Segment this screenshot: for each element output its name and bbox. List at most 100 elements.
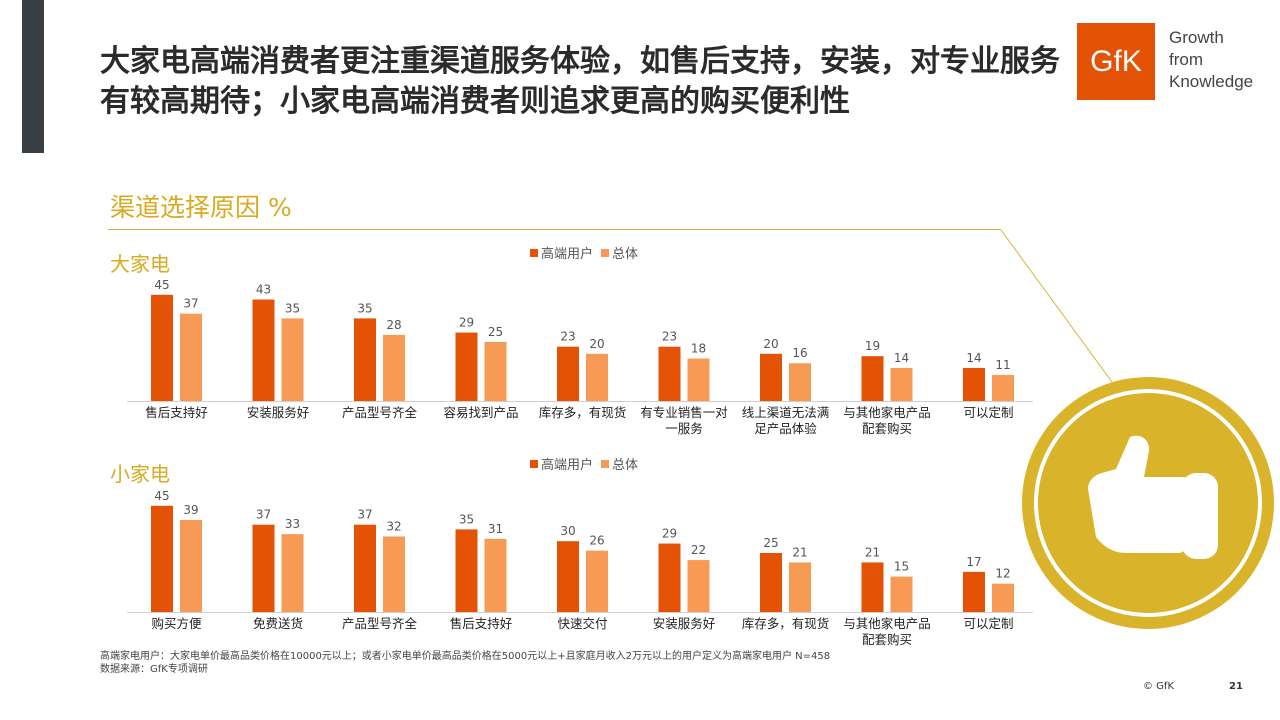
data-label: 25 <box>488 325 503 339</box>
data-label: 14 <box>966 351 981 365</box>
category-label: 安装服务好 <box>247 405 310 420</box>
section-divider <box>108 229 1001 230</box>
gfk-logo: GfK <box>1077 23 1155 100</box>
category-label: 可以定制 <box>963 616 1013 631</box>
legend-item-premium: 高端用户 <box>530 454 593 473</box>
category-label: 安装服务好 <box>653 616 716 631</box>
data-label: 29 <box>662 527 677 541</box>
bar-premium-1 <box>252 299 275 401</box>
bar-premium-8 <box>963 367 985 401</box>
bar-overall-1 <box>281 534 304 612</box>
legend-large-appliance: 高端用户 总体 <box>530 243 646 262</box>
data-label: 28 <box>386 318 401 332</box>
data-label: 37 <box>357 508 372 522</box>
slide-title: 大家电高端消费者更注重渠道服务体验，如售后支持，安装，对专业服务有较高期待；小家… <box>100 44 1060 119</box>
bar-overall-7 <box>890 576 913 612</box>
category-label: 线上渠道无法满 <box>742 405 830 420</box>
bar-overall-4 <box>586 353 608 401</box>
category-label: 产品型号齐全 <box>342 405 418 420</box>
category-label: 配套购买 <box>862 632 912 647</box>
bar-overall-6 <box>789 562 811 612</box>
bar-overall-4 <box>586 550 608 612</box>
data-label: 31 <box>488 522 503 536</box>
copyright: © GfK <box>1143 681 1175 692</box>
thumbs-up-badge <box>1022 377 1274 629</box>
gfk-tagline: Growth from Knowledge <box>1169 27 1274 93</box>
data-label: 22 <box>691 543 706 557</box>
bar-overall-6 <box>789 363 811 401</box>
bar-overall-2 <box>383 334 405 401</box>
data-label: 39 <box>183 503 198 517</box>
data-label: 11 <box>995 358 1010 372</box>
bar-premium-5 <box>658 543 681 612</box>
legend-swatch-overall <box>601 459 610 468</box>
bar-overall-1 <box>281 318 304 401</box>
tagline-line-3: Knowledge <box>1169 72 1254 91</box>
bar-premium-0 <box>151 505 173 612</box>
bar-premium-6 <box>760 553 782 612</box>
bar-overall-5 <box>687 358 710 401</box>
category-label: 有专业销售一对 <box>640 405 728 420</box>
legend-item-premium: 高端用户 <box>530 243 593 262</box>
bar-premium-5 <box>658 346 681 401</box>
category-label: 库存多，有现货 <box>742 616 830 631</box>
bar-premium-7 <box>861 562 884 612</box>
data-label: 33 <box>285 517 300 531</box>
bar-overall-0 <box>180 519 202 612</box>
category-label: 快速交付 <box>557 616 607 631</box>
category-label: 售后支持好 <box>450 616 513 631</box>
category-label: 免费送货 <box>253 616 303 631</box>
bar-overall-2 <box>383 536 405 612</box>
data-label: 26 <box>589 534 604 548</box>
data-label: 19 <box>865 339 880 353</box>
data-label: 21 <box>865 545 880 559</box>
data-label: 17 <box>966 555 981 569</box>
category-label: 足产品体验 <box>754 421 817 436</box>
tagline-line-1: Growth <box>1169 28 1224 47</box>
legend-label-premium: 高端用户 <box>541 458 594 473</box>
data-label: 37 <box>256 508 271 522</box>
category-label: 容易找到产品 <box>443 405 518 420</box>
data-label: 23 <box>560 330 575 344</box>
bar-overall-3 <box>484 538 507 612</box>
category-label: 与其他家电产品 <box>843 616 931 631</box>
category-label: 配套购买 <box>862 421 912 436</box>
page-number: 21 <box>1229 681 1243 692</box>
bar-overall-5 <box>687 560 710 612</box>
data-label: 25 <box>763 536 778 550</box>
thumbs-up-icon <box>1088 435 1218 559</box>
legend-label-premium: 高端用户 <box>541 247 594 262</box>
data-label: 29 <box>459 316 474 330</box>
data-label: 14 <box>894 351 909 365</box>
bar-overall-8 <box>992 583 1014 612</box>
data-label: 16 <box>792 346 807 360</box>
legend-swatch-premium <box>530 248 538 257</box>
category-label: 售后支持好 <box>145 405 208 420</box>
data-label: 35 <box>357 301 372 315</box>
bar-overall-0 <box>180 313 202 401</box>
category-label: 购买方便 <box>151 616 202 631</box>
tagline-line-2: from <box>1169 50 1203 69</box>
bar-premium-1 <box>252 524 275 612</box>
data-label: 18 <box>691 342 706 356</box>
section-title: 渠道选择原因 % <box>110 193 292 222</box>
data-label: 32 <box>386 519 401 533</box>
footnote-definition: 高端家电用户：大家电单价最高品类价格在10000元以上；或者小家电单价最高品类价… <box>100 651 831 662</box>
data-label: 45 <box>154 278 169 292</box>
bar-premium-2 <box>354 524 376 612</box>
data-label: 37 <box>183 297 198 311</box>
bar-premium-8 <box>963 571 985 612</box>
data-label: 12 <box>995 567 1010 581</box>
data-label: 35 <box>459 512 474 526</box>
data-label: 15 <box>894 560 909 574</box>
left-accent-bar <box>22 0 44 153</box>
bar-overall-8 <box>992 375 1014 401</box>
footnote: 高端家电用户：大家电单价最高品类价格在10000元以上；或者小家电单价最高品类价… <box>100 650 830 676</box>
bar-premium-4 <box>557 541 579 612</box>
legend-swatch-overall <box>601 248 610 257</box>
category-label: 可以定制 <box>963 405 1013 420</box>
data-label: 35 <box>285 301 300 315</box>
badge-ring <box>1034 389 1262 617</box>
data-label: 20 <box>589 337 604 351</box>
